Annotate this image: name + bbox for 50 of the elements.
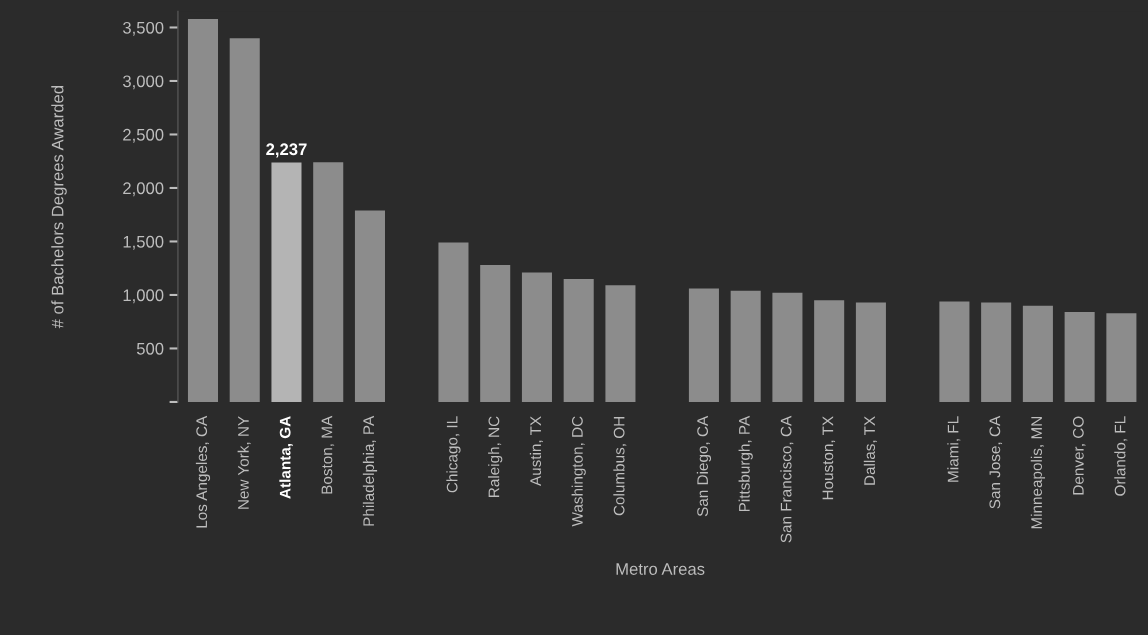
x-tick-label: Los Angeles, CA <box>195 415 211 528</box>
bar <box>438 242 469 402</box>
x-tick-label: Dallas, TX <box>863 416 877 485</box>
bar <box>313 162 344 402</box>
x-tick-label: San Diego, CA <box>696 415 712 517</box>
x-tick-label: Columbus, OH <box>613 417 627 516</box>
x-tick-label: San Jose, CA <box>989 415 1003 509</box>
bar <box>229 38 260 402</box>
y-tick-label: 2,500 <box>123 128 164 143</box>
x-tick-label: Boston, MA <box>321 415 335 494</box>
x-tick-label: Austin, TX <box>529 416 543 487</box>
x-tick-label: Raleigh, NC <box>488 416 503 497</box>
bar <box>563 278 594 402</box>
y-tick-label: 1,500 <box>123 235 164 250</box>
bar <box>521 272 552 402</box>
y-tick-label: 1,000 <box>123 289 164 304</box>
y-axis-title: # of Bachelors Degrees Awarded <box>51 86 67 329</box>
bar <box>855 302 886 402</box>
x-tick-label: Philadelphia, PA <box>362 415 378 526</box>
bar <box>1022 305 1053 402</box>
x-tick-label: Pittsburgh, PA <box>738 415 753 512</box>
x-tick-label: Denver, CO <box>1072 416 1086 495</box>
y-tick-label: 3,500 <box>122 21 164 36</box>
bar <box>939 301 970 402</box>
y-tick-label: 2,000 <box>123 182 164 197</box>
bar <box>730 290 761 402</box>
x-tick-label: Orlando, FL <box>1114 416 1128 496</box>
bar <box>480 265 511 402</box>
bar <box>605 285 636 402</box>
y-tick-label: 500 <box>136 342 164 355</box>
x-tick-label: New York, NY <box>237 416 251 509</box>
data-label: 2,237 <box>266 143 307 158</box>
x-tick-label: Chicago, IL <box>446 416 461 493</box>
x-tick-label: Atlanta, GA <box>279 416 293 499</box>
bar <box>354 210 385 402</box>
bar <box>981 302 1012 402</box>
x-tick-label: San Francisco, CA <box>780 415 794 543</box>
y-tick-label: 3,000 <box>122 75 164 90</box>
x-tick-label: Miami, FL <box>947 416 961 482</box>
x-tick-label: Houston, TX <box>822 416 836 500</box>
bar <box>688 288 719 402</box>
bar <box>814 300 845 402</box>
x-tick-label: Washington, DC <box>571 416 586 527</box>
bar <box>187 18 219 402</box>
x-tick-label: Minneapolis, MN <box>1030 417 1046 529</box>
bar <box>772 292 803 402</box>
bar <box>1106 313 1137 402</box>
x-axis-title: Metro Areas <box>616 563 705 575</box>
bar <box>271 162 302 402</box>
bar <box>1064 312 1095 402</box>
